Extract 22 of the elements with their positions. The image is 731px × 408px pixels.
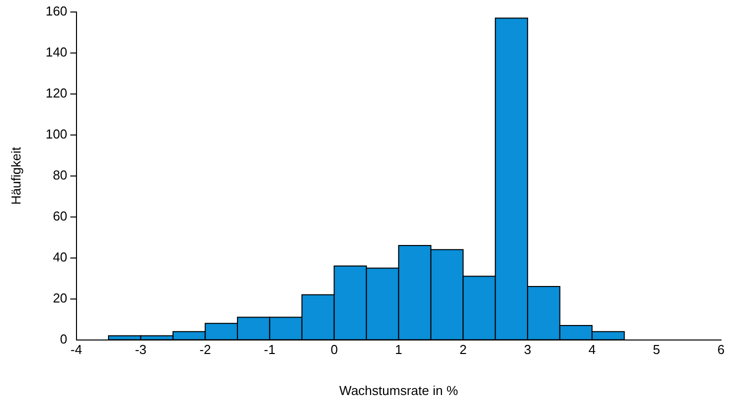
y-tick-label: 80 (52, 167, 68, 182)
x-tick-label: -3 (134, 342, 147, 358)
x-tick-label: 6 (717, 342, 725, 358)
x-tick-label: 4 (588, 342, 596, 358)
x-tick-label: 0 (330, 342, 338, 358)
x-tick-label: 1 (395, 342, 402, 358)
x-tick-label: -4 (70, 342, 82, 358)
y-axis-title: Häufigkeit (8, 146, 24, 205)
y-tick-label: 100 (46, 126, 68, 142)
x-axis-title: Wachstumsrate in % (339, 382, 458, 398)
y-tick-label: 60 (52, 208, 68, 224)
x-tick-label: -2 (199, 342, 212, 358)
y-tick-label: 40 (52, 249, 68, 264)
y-tick-label: 120 (46, 86, 68, 101)
x-tick-label: 3 (524, 342, 532, 358)
x-tick-label: 2 (460, 342, 467, 358)
x-tick-label: 5 (652, 342, 660, 358)
y-tick-label: 160 (46, 4, 68, 19)
y-tick-label: 140 (46, 44, 68, 60)
y-tick-label: 0 (60, 331, 68, 346)
x-tick-label: -1 (264, 342, 276, 358)
y-tick-label: 20 (52, 290, 68, 306)
